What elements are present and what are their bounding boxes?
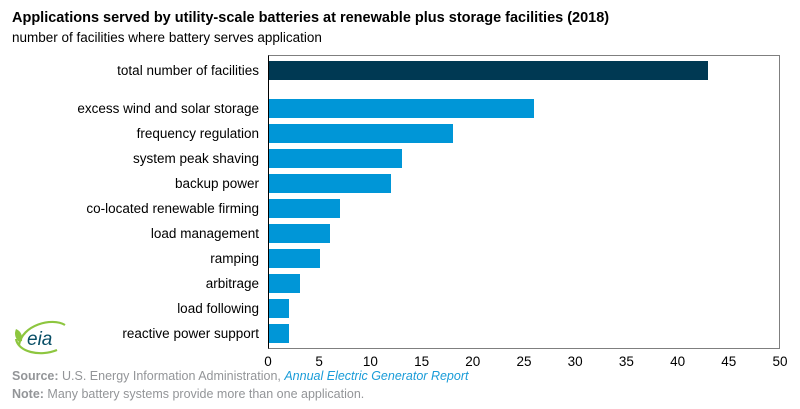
category-label: reactive power support [122, 326, 259, 342]
note-line: Note: Many battery systems provide more … [12, 385, 468, 404]
chart-title: Applications served by utility-scale bat… [12, 10, 610, 26]
bar-row [269, 196, 779, 221]
category-label: excess wind and solar storage [77, 101, 259, 117]
bar-row [269, 58, 779, 83]
source-link[interactable]: Annual Electric Generator Report [284, 368, 469, 383]
bar [269, 274, 300, 294]
x-tick-label: 45 [721, 354, 737, 370]
logo-swoosh-bottom [14, 338, 58, 355]
bar-row [269, 246, 779, 271]
bar-row [269, 321, 779, 346]
bar-row [269, 296, 779, 321]
x-tick-label: 35 [618, 354, 634, 370]
plot-area [268, 55, 780, 350]
x-tick-label: 30 [567, 354, 583, 370]
source-label: Source: [12, 368, 59, 383]
logo-leaf [15, 329, 23, 342]
chart-header: Applications served by utility-scale bat… [0, 0, 800, 47]
bar [269, 99, 535, 119]
bar [269, 249, 320, 269]
category-label: total number of facilities [117, 63, 259, 79]
bar-row [269, 96, 779, 121]
x-tick-label: 10 [362, 354, 378, 370]
bar [269, 149, 402, 169]
category-label: arbitrage [205, 276, 259, 292]
chart-subtitle: number of facilities where battery serve… [12, 30, 322, 46]
bar [269, 124, 453, 144]
x-axis: 0 5 10 15 20 25 30 35 40 45 50 [10, 352, 787, 370]
x-tick-label: 15 [414, 354, 430, 370]
x-tick-label: 20 [465, 354, 481, 370]
category-label: system peak shaving [132, 151, 259, 167]
note-label: Note: [12, 387, 44, 402]
category-label: backup power [174, 176, 259, 192]
bar [269, 299, 290, 319]
bar [269, 61, 708, 81]
bar-row [269, 146, 779, 171]
x-tick-label: 0 [264, 354, 272, 370]
footer: Source: U.S. Energy Information Administ… [12, 367, 468, 405]
bar [269, 324, 290, 344]
bar-chart: total number of facilities excess wind an… [10, 55, 780, 350]
eia-logo: eia [12, 312, 68, 363]
category-label: frequency regulation [136, 126, 259, 142]
category-label: ramping [210, 251, 259, 267]
category-label: load following [177, 301, 259, 317]
bar-row [269, 171, 779, 196]
x-tick-label: 40 [670, 354, 686, 370]
x-tick-label: 5 [315, 354, 323, 370]
x-tick-label: 50 [772, 354, 788, 370]
bar [269, 199, 341, 219]
category-label: co-located renewable firming [86, 201, 259, 217]
source-text: U.S. Energy Information Administration, [58, 368, 285, 383]
note-text: Many battery systems provide more than o… [43, 387, 365, 402]
category-labels: total number of facilities excess wind an… [10, 55, 268, 349]
x-tick-label: 25 [516, 354, 532, 370]
bar-row [269, 271, 779, 296]
logo-text: eia [27, 329, 52, 350]
category-label: load management [150, 226, 259, 242]
bar [269, 224, 331, 244]
source-line: Source: U.S. Energy Information Administ… [12, 367, 468, 386]
bar-row [269, 121, 779, 146]
eia-logo-graphic: eia [14, 320, 66, 355]
bar-row [269, 221, 779, 246]
x-axis-ticks: 0 5 10 15 20 25 30 35 40 45 50 [264, 352, 787, 370]
bar [269, 174, 392, 194]
